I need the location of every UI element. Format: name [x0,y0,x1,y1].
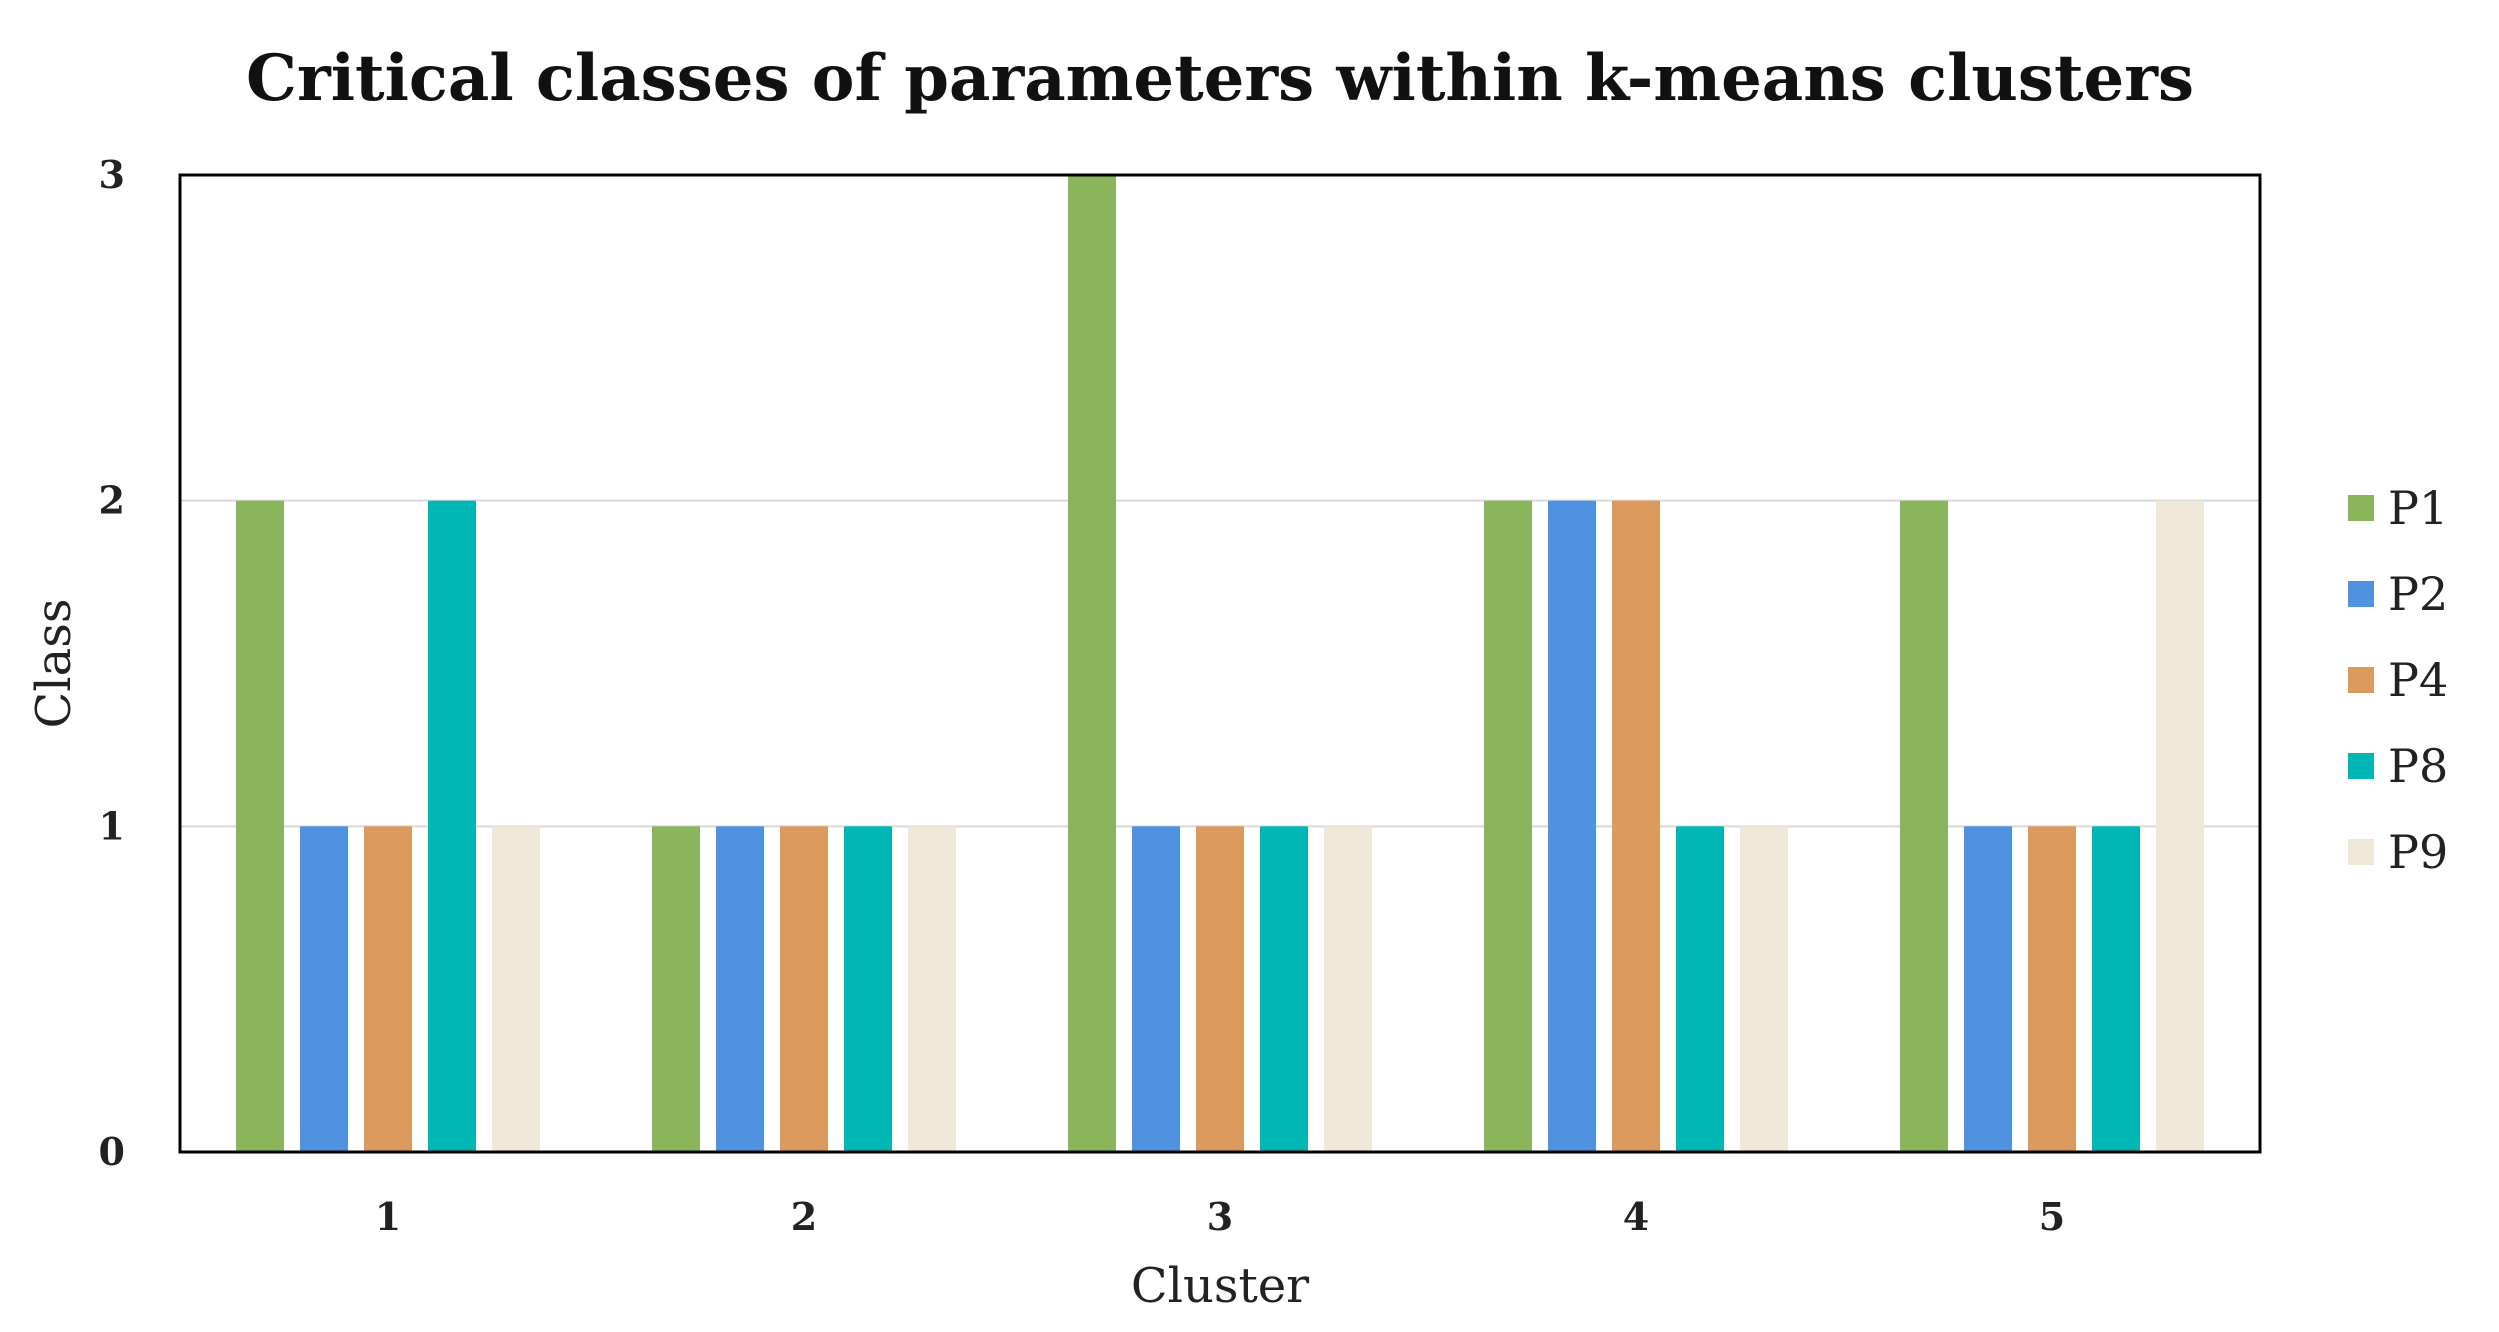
bar-p1-cluster-4 [1484,500,1532,1153]
bar-p1-cluster-1 [236,500,284,1153]
y-tick-label: 0 [99,1129,125,1174]
bar-p1-cluster-5 [1900,500,1948,1153]
bar-p4-cluster-1 [364,826,412,1152]
y-tick-label: 1 [99,803,125,848]
bar-p9-cluster-5 [2156,500,2204,1153]
bar-p2-cluster-2 [716,826,764,1152]
bar-p9-cluster-4 [1740,826,1788,1152]
bar-p1-cluster-3 [1068,175,1116,1152]
legend-swatch [2348,667,2374,693]
legend-item-p2: P2 [2348,567,2448,621]
bar-p8-cluster-2 [844,826,892,1152]
bar-p9-cluster-3 [1324,826,1372,1152]
bar-p8-cluster-1 [428,500,476,1153]
plot-area-frame [178,173,2262,1154]
bar-p9-cluster-2 [908,826,956,1152]
legend: P1 P2 P4 P8 P9 [2348,481,2448,879]
y-tick-label: 2 [99,478,125,523]
x-tick-label: 2 [791,1194,817,1239]
bar-p8-cluster-3 [1260,826,1308,1152]
legend-label: P8 [2388,739,2448,793]
bar-p8-cluster-5 [2092,826,2140,1152]
legend-item-p8: P8 [2348,739,2448,793]
bar-p4-cluster-3 [1196,826,1244,1152]
bar-p2-cluster-3 [1132,826,1180,1152]
legend-item-p9: P9 [2348,825,2448,879]
bars [236,175,2204,1153]
chart-title: Critical classes of parameters within k-… [246,41,2194,116]
y-tick-label: 3 [99,152,125,197]
y-axis-label: Class [26,599,82,729]
legend-swatch [2348,839,2374,865]
legend-label: P9 [2388,825,2448,879]
x-tick-label: 5 [2039,1194,2065,1239]
bar-p2-cluster-1 [300,826,348,1152]
legend-item-p1: P1 [2348,481,2448,535]
bar-p2-cluster-4 [1548,500,1596,1153]
x-axis-ticks: 1 2 3 4 5 [375,1194,2065,1239]
bar-p4-cluster-2 [780,826,828,1152]
legend-label: P1 [2388,481,2448,535]
x-tick-label: 3 [1207,1194,1233,1239]
x-tick-label: 1 [375,1194,401,1239]
bar-p4-cluster-5 [2028,826,2076,1152]
bar-p9-cluster-1 [492,826,540,1152]
x-tick-label: 4 [1623,1194,1649,1239]
y-axis-ticks: 0 1 2 3 [99,152,125,1174]
legend-swatch [2348,495,2374,521]
bar-p1-cluster-2 [652,826,700,1152]
legend-label: P4 [2388,653,2448,707]
legend-item-p4: P4 [2348,653,2448,707]
legend-swatch [2348,581,2374,607]
bar-p8-cluster-4 [1676,826,1724,1152]
bar-p4-cluster-4 [1612,500,1660,1153]
legend-label: P2 [2388,567,2448,621]
legend-swatch [2348,753,2374,779]
bar-p2-cluster-5 [1964,826,2012,1152]
x-axis-label: Cluster [1131,1258,1309,1314]
